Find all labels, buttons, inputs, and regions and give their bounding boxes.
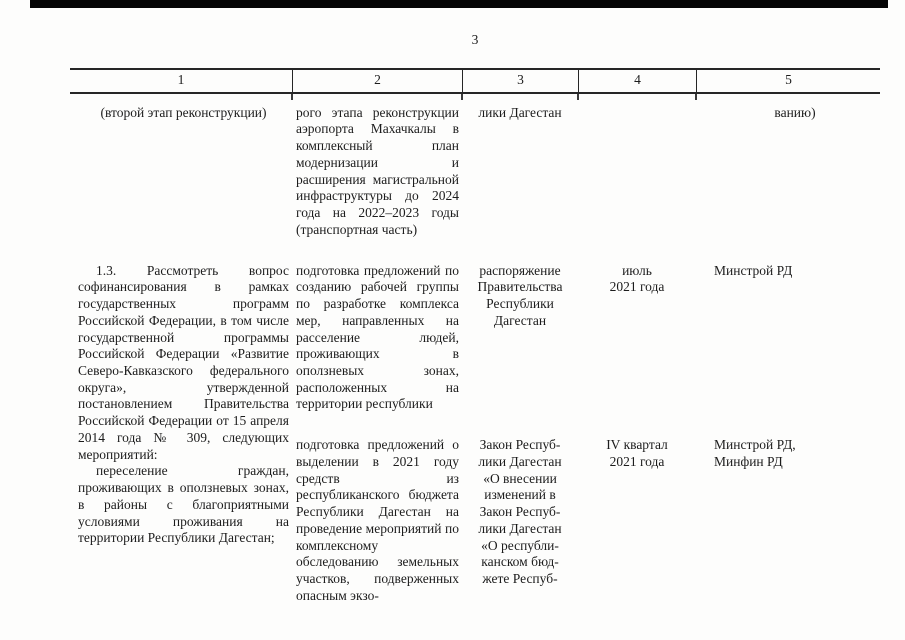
cell-r3-c4: IV квартал 2021 года (606, 437, 668, 469)
cell-r3-c3: Закон Респуб- лики Дагестан «О внесении … (478, 437, 562, 587)
table-header-row: 1 2 3 4 5 (70, 68, 880, 94)
tick-4 (695, 93, 697, 100)
cell-r1-c1: (второй этап реконструкции) (100, 104, 267, 120)
item-1-3-text: 1.3. Рассмотреть вопрос софинансирования… (78, 262, 289, 462)
schedule-table: 1 2 3 4 5 (второй этап реконструкции) ро… (70, 68, 880, 605)
tick-1 (291, 93, 293, 100)
cell-r2-c5: Минстрой РД (714, 262, 793, 278)
cell-r2-c3: распоряжение Правительства Республики Да… (477, 262, 563, 328)
table-body: (второй этап реконструкции) рого этапа р… (70, 100, 880, 605)
cell-r3-c5: Минстрой РД, Минфин РД (714, 437, 796, 469)
cell-r3-c2: подготовка предложений о выделении в 202… (296, 437, 459, 603)
column-header-4: 4 (578, 70, 696, 92)
cell-r1-c3: лики Дагестан (478, 104, 562, 120)
page-number: 3 (471, 32, 479, 47)
column-header-5: 5 (696, 70, 880, 92)
column-header-2: 2 (292, 70, 462, 92)
cell-r2-c2: подготовка предложений по созданию рабоч… (296, 262, 459, 412)
cell-r1-c2: рого этапа реконструкции аэропорта Махач… (296, 104, 459, 237)
column-header-1: 1 (177, 72, 185, 87)
column-tick-marks (70, 93, 880, 100)
scan-artifact-bar (30, 0, 888, 8)
tick-2 (461, 93, 463, 100)
cell-r2-c1: 1.3. Рассмотреть вопрос софинансирования… (70, 239, 292, 605)
item-1-3-subitem: переселение граждан, проживающих в ополз… (78, 463, 289, 546)
column-header-3: 3 (462, 70, 578, 92)
cell-r2-c4: июль 2021 года (609, 262, 665, 295)
cell-r1-c5: ванию) (774, 104, 816, 120)
tick-3 (577, 93, 579, 100)
